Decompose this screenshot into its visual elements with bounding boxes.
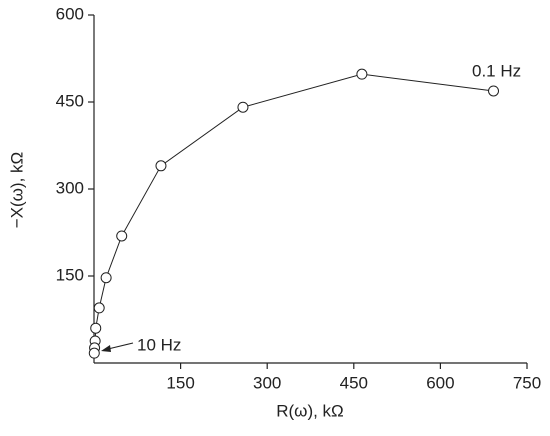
annotation: 0.1 Hz xyxy=(472,61,521,80)
data-point xyxy=(237,101,249,113)
data-point xyxy=(88,347,100,359)
y-tick-label: 150 xyxy=(56,265,84,284)
data-point xyxy=(100,272,112,284)
y-tick-label: 300 xyxy=(56,178,84,197)
data-point xyxy=(90,322,102,334)
series-line xyxy=(93,73,494,354)
data-point xyxy=(93,302,105,314)
y-axis-label: −X(ω), kΩ xyxy=(7,152,26,229)
x-tick-label: 600 xyxy=(426,373,454,392)
arrow-head xyxy=(101,345,111,352)
x-tick-label: 450 xyxy=(340,373,368,392)
x-axis-label: R(ω), kΩ xyxy=(276,401,344,420)
x-tick-label: 150 xyxy=(166,373,194,392)
y-tick-label: 450 xyxy=(56,91,84,110)
x-tick-label: 300 xyxy=(253,373,281,392)
annotation-arrow xyxy=(107,342,134,350)
annotation: 10 Hz xyxy=(137,335,181,354)
data-point xyxy=(356,68,368,80)
data-point xyxy=(155,160,167,172)
data-point xyxy=(488,85,500,97)
data-point xyxy=(116,230,128,242)
x-tick-label: 750 xyxy=(513,373,541,392)
y-tick-label: 600 xyxy=(56,4,84,23)
